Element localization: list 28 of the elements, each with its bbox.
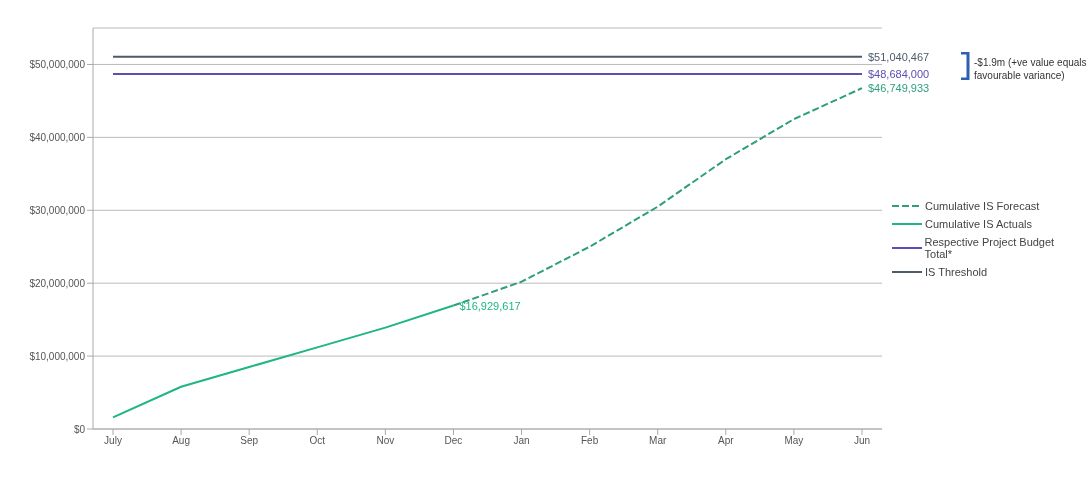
x-tick-label: July [104, 435, 122, 447]
legend-label: IS Threshold [925, 265, 988, 278]
x-tick-label: Feb [581, 435, 599, 447]
x-tick-label: Apr [718, 435, 735, 447]
data-label: $48,684,000 [868, 68, 930, 81]
text: -$1.9m (+ve value equals favourable variance) [974, 56, 1088, 82]
x-tick-label: Nov [376, 435, 395, 447]
x-tick-label: Mar [649, 435, 667, 447]
y-tick-label: $10,000,000 [29, 350, 86, 362]
x-tick-label: Oct [309, 435, 326, 447]
y-tick-label: $20,000,000 [29, 277, 86, 289]
legend-label: Cumulative IS Actuals [925, 217, 1032, 230]
x-tick-label: May [784, 435, 804, 447]
data-label: $16,929,617 [459, 299, 521, 312]
legend-label: Respective Project Budget Total* [924, 235, 1056, 260]
y-tick-label: $0 [73, 423, 86, 435]
line-series [112, 304, 455, 419]
data-label: $51,040,467 [868, 50, 930, 63]
x-tick-label: Dec [444, 435, 463, 447]
x-tick-label: Sep [240, 435, 259, 447]
x-tick-label: Jan [513, 435, 530, 447]
y-tick-label: $30,000,000 [29, 204, 86, 216]
x-tick-label: Aug [172, 435, 190, 447]
y-tick-label: $50,000,000 [29, 59, 86, 70]
y-tick-label: $40,000,000 [29, 131, 86, 143]
data-label: $46,749,933 [868, 82, 930, 95]
legend-label: Cumulative IS Forecast [925, 199, 1040, 212]
x-tick-label: Jun [853, 435, 871, 447]
